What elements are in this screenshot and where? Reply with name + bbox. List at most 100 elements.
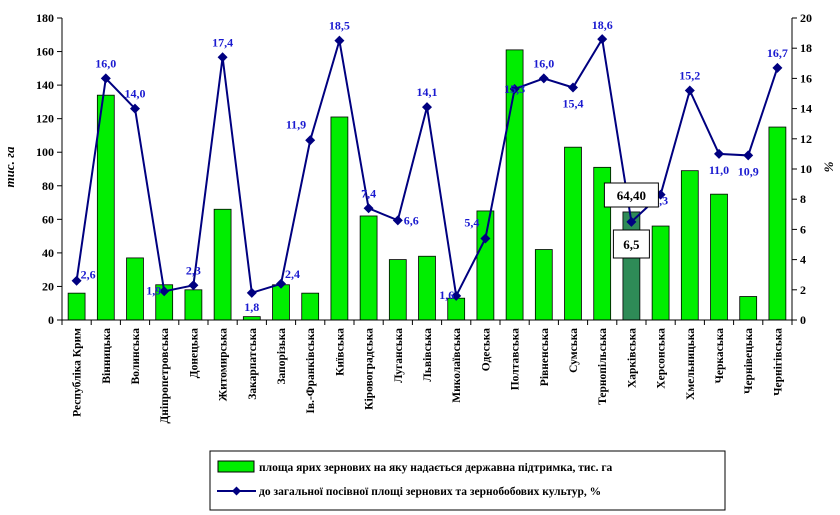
percent-series-marker [509, 83, 520, 94]
y-axis-left-tick-label: 60 [42, 212, 54, 226]
x-axis-category-label: Київська [334, 328, 346, 376]
y-axis-right-tick-label: 14 [800, 102, 812, 116]
bar [330, 116, 349, 321]
y-axis-left-tick-label: 180 [36, 11, 54, 25]
y-axis-left-tick-label: 140 [36, 78, 54, 92]
percent-data-label: 5,4 [464, 215, 479, 229]
legend-bar-label: площа ярих зернових на яку надається дер… [259, 462, 613, 474]
y-axis-right-tick-label: 16 [800, 71, 812, 85]
y-axis-right-tick-label: 6 [800, 222, 806, 236]
highlight-point-callout-box [612, 229, 650, 259]
percent-series-marker [276, 278, 286, 289]
percent-series-marker [714, 148, 724, 159]
y-axis-right-tick-label: 2 [800, 283, 806, 297]
percent-series-marker [568, 82, 578, 93]
y-axis-left-tick-label: 0 [48, 313, 54, 327]
legend-bar-swatch [217, 460, 255, 473]
percent-series-marker [626, 216, 637, 227]
bar [184, 289, 203, 321]
x-axis-category-label: Чернівецька [743, 328, 755, 394]
y-axis-left-title: тис. га [2, 146, 17, 187]
x-axis-category-label: Луганська [393, 328, 405, 383]
x-axis-category-label: Рівненська [539, 328, 551, 386]
legend-line-label: до загальної посівної площі зернових та … [259, 486, 601, 498]
percent-data-label: 16,0 [95, 56, 116, 70]
x-axis-category-label: Житомирська [218, 328, 230, 402]
y-axis-right-tick-label: 4 [800, 253, 806, 267]
bar [651, 225, 670, 321]
x-axis-category-label: Миколаївська [451, 328, 463, 403]
y-axis-left-tick-label: 120 [36, 112, 54, 126]
percent-series-marker [363, 203, 374, 214]
y-axis-right-tick-label: 12 [800, 132, 812, 146]
highlight-bar-callout-label: 64,40 [617, 188, 646, 203]
bar [476, 210, 495, 321]
x-axis-category-label: Закарпатська [247, 328, 259, 400]
y-axis-left-tick-label: 20 [42, 279, 54, 293]
percent-data-label: 18,5 [329, 19, 350, 33]
percent-data-label: 15,3 [504, 82, 525, 96]
percent-series-marker [305, 135, 316, 146]
percent-data-label: 11,9 [286, 117, 306, 131]
x-axis-category-label: Республіка Крим [72, 328, 84, 417]
percent-data-label: 16,7 [767, 46, 788, 60]
highlight-point-callout-label: 6,5 [623, 237, 640, 252]
percent-data-label: 6,6 [404, 213, 419, 227]
y-axis-left-tick-label: 160 [36, 45, 54, 59]
percent-data-label: 10,9 [738, 164, 759, 178]
bar [534, 249, 553, 321]
bar [768, 126, 787, 321]
bar-highlighted [622, 211, 641, 321]
x-axis-category-label: Волинська [130, 328, 142, 385]
percent-data-label: 2,3 [186, 263, 201, 277]
percent-series-marker [217, 52, 228, 63]
percent-data-label: 16,0 [533, 56, 554, 70]
bar [710, 193, 728, 321]
x-axis-category-label: Дніпропетровська [159, 328, 171, 424]
y-axis-right-tick-label: 18 [800, 41, 812, 55]
percent-series-marker [246, 287, 257, 298]
y-axis-left-tick-label: 100 [36, 145, 54, 159]
percent-data-label: 7,4 [361, 186, 376, 200]
x-axis-category-label: Запорізька [276, 328, 288, 385]
bar [67, 292, 86, 321]
x-axis-category-label: Донецька [188, 328, 200, 379]
x-axis-category-label: Львівська [422, 328, 434, 382]
percent-series-marker [100, 73, 111, 84]
bar [272, 284, 290, 321]
y-axis-left-tick-label: 80 [42, 179, 54, 193]
percent-data-label: 14,1 [417, 85, 438, 99]
legend: площа ярих зернових на яку надається дер… [209, 450, 726, 511]
percent-series-marker [480, 233, 491, 244]
percent-series-marker [392, 215, 403, 226]
x-axis-category-label: Чернігівська [772, 328, 784, 396]
percent-data-label: 15,4 [563, 96, 584, 110]
y-axis-left-tick-label: 40 [42, 246, 54, 260]
percent-data-label: 11,0 [709, 163, 729, 177]
percent-series-marker [422, 102, 432, 113]
bar [213, 208, 232, 321]
y-axis-right-title: % [821, 161, 836, 172]
y-axis-right-tick-label: 8 [800, 192, 806, 206]
bar [739, 296, 758, 321]
y-axis-right-tick-label: 10 [800, 162, 812, 176]
x-axis-category-label: Полтавська [510, 328, 522, 391]
percent-series-marker [684, 85, 695, 96]
bar [96, 94, 115, 321]
x-axis-category-label: Тернопільська [597, 328, 609, 405]
bar [388, 259, 407, 321]
percent-data-label: 2,4 [285, 267, 300, 281]
percent-series-marker [597, 34, 608, 45]
x-axis-category-label: Хмельницька [685, 328, 697, 400]
x-axis-category-label: Херсонська [656, 328, 668, 389]
percent-series-marker [188, 280, 199, 291]
bar [359, 215, 378, 321]
x-axis-category-label: Одеська [480, 328, 492, 371]
percent-data-label: 14,0 [125, 87, 146, 101]
legend-box [209, 450, 726, 511]
percent-series-marker [538, 73, 549, 84]
percent-series-marker [451, 290, 462, 301]
percent-data-label: 1,8 [244, 300, 259, 314]
percent-data-label: 18,6 [592, 18, 613, 32]
